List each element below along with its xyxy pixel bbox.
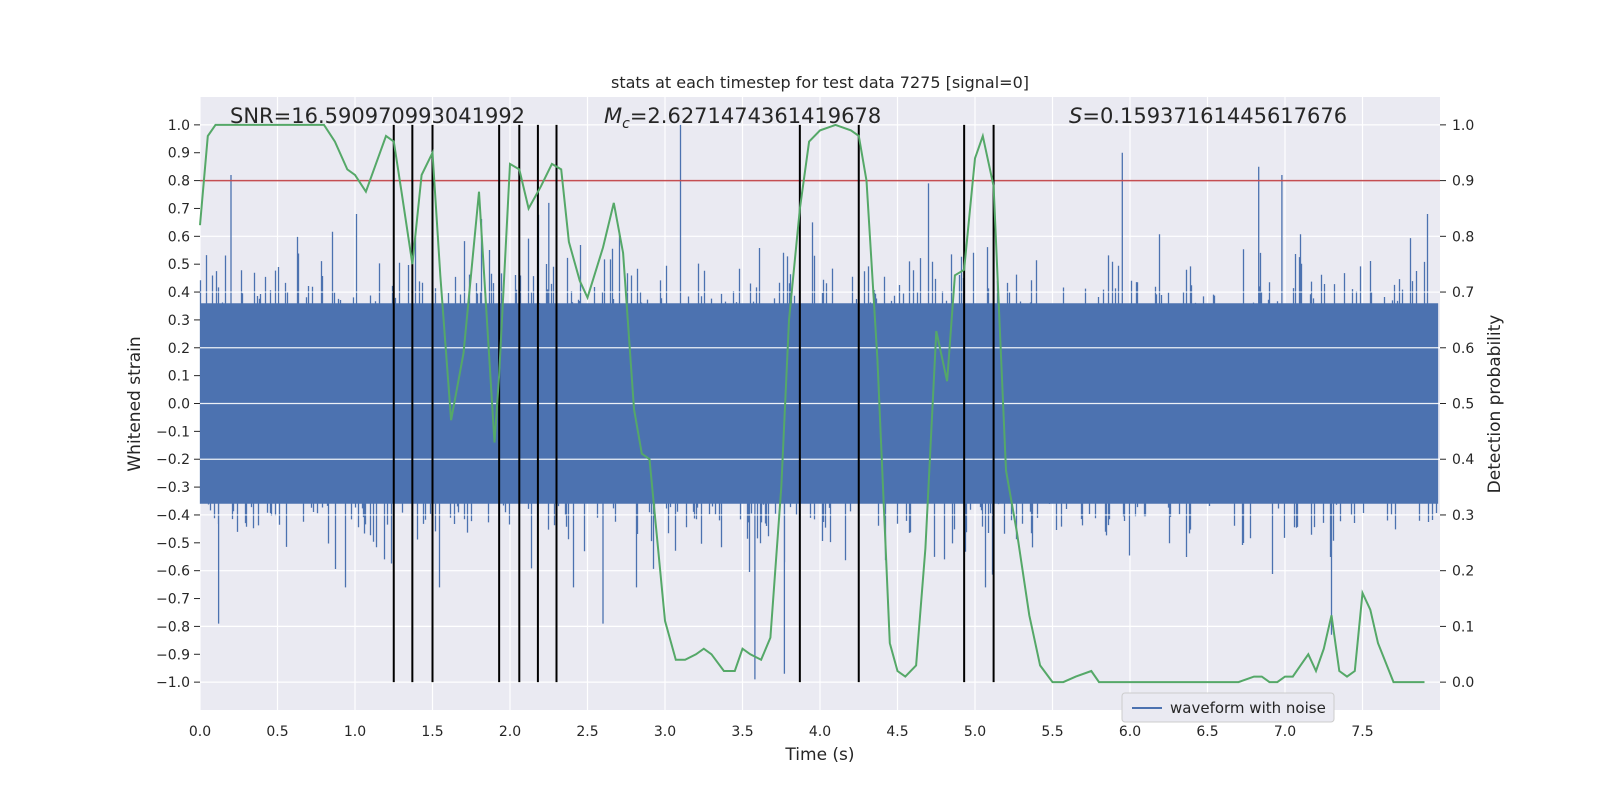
y-tick-label-right: 0.1 <box>1452 619 1474 635</box>
x-tick-label: 0.0 <box>189 724 211 740</box>
y-tick-label-left: 0.5 <box>168 257 190 273</box>
y-tick-label-left: 0.7 <box>168 201 190 217</box>
y-tick-label-right: 0.0 <box>1452 675 1474 691</box>
x-tick-label: 0.5 <box>266 724 288 740</box>
detection-probability-line <box>199 123 1425 684</box>
snr-annotation: SNR=16.590970993041992 <box>230 104 525 128</box>
x-tick-label: 6.5 <box>1196 724 1218 740</box>
y-tick-label-right: 1.0 <box>1452 118 1474 134</box>
x-tick-label: 6.0 <box>1119 724 1141 740</box>
y-tick-label-left: 0.4 <box>168 285 190 301</box>
y-tick-label-left: −0.3 <box>156 480 190 496</box>
s-annotation: S=0.15937161445617676 <box>1069 104 1347 128</box>
y-tick-label-right: 0.6 <box>1452 341 1474 357</box>
x-tick-label: 5.0 <box>964 724 986 740</box>
y-axis-label-left: Whitened strain <box>125 336 145 471</box>
strain-layer <box>199 124 1440 680</box>
x-tick-label: 7.0 <box>1274 724 1296 740</box>
chirp-mass-value: =2.6271474361419678 <box>630 104 881 128</box>
x-tick-label: 5.5 <box>1041 724 1063 740</box>
y-tick-label-left: −0.9 <box>156 647 190 663</box>
y-tick-label-left: 0.6 <box>168 229 190 245</box>
y-tick-label-left: 0.8 <box>168 174 190 190</box>
chirp-mass-annotation: Mc=2.6271474361419678 <box>604 104 881 132</box>
y-tick-label-left: 0.9 <box>168 146 190 162</box>
x-tick-label: 1.5 <box>421 724 443 740</box>
legend-box <box>1121 692 1335 723</box>
y-tick-label-left: −0.2 <box>156 452 190 468</box>
x-tick-label: 3.0 <box>654 724 676 740</box>
x-tick-label: 3.5 <box>731 724 753 740</box>
y-tick-label-left: −0.6 <box>156 564 190 580</box>
x-tick-label: 4.5 <box>886 724 908 740</box>
chirp-mass-subscript: c <box>622 116 630 132</box>
y-tick-label-left: −1.0 <box>156 675 190 691</box>
s-value: =0.15937161445617676 <box>1082 104 1347 128</box>
legend-label: waveform with noise <box>1170 699 1326 717</box>
x-tick-label: 1.0 <box>344 724 366 740</box>
y-tick-label-left: −0.1 <box>156 424 190 440</box>
y-tick-label-right: 0.2 <box>1452 564 1474 580</box>
y-tick-label-left: 0.0 <box>168 397 190 413</box>
x-tick-label: 2.0 <box>499 724 521 740</box>
y-axis-label-right: Detection probability <box>1485 315 1505 494</box>
y-tick-label-right: 0.5 <box>1452 397 1474 413</box>
y-tick-label-right: 0.9 <box>1452 174 1474 190</box>
axis-layer: 0.0 0.5 1.0 1.5 2.0 2.5 3.0 3.5 4.0 4.5 5.0 5.5 6.0 6… <box>156 118 1474 740</box>
y-tick-label-right: 0.7 <box>1452 285 1474 301</box>
s-symbol: S <box>1069 104 1082 128</box>
x-axis-label: Time (s) <box>784 745 854 765</box>
legend: waveform with noise <box>1121 692 1335 723</box>
y-tick-label-left: 0.3 <box>168 313 190 329</box>
chart-title: stats at each timestep for test data 727… <box>611 73 1029 92</box>
y-tick-label-left: −0.8 <box>156 619 190 635</box>
y-tick-label-left: 1.0 <box>168 118 190 134</box>
chirp-mass-symbol: M <box>604 104 622 128</box>
vline-layer <box>392 124 995 683</box>
y-tick-label-right: 0.8 <box>1452 229 1474 245</box>
x-tick-label: 7.5 <box>1351 724 1373 740</box>
y-tick-label-left: −0.4 <box>156 508 190 524</box>
x-tick-label: 4.0 <box>809 724 831 740</box>
y-tick-label-left: 0.1 <box>168 369 190 385</box>
x-tick-label: 2.5 <box>576 724 598 740</box>
y-tick-label-right: 0.4 <box>1452 452 1474 468</box>
y-tick-label-left: −0.7 <box>156 592 190 608</box>
prob-layer <box>199 123 1425 684</box>
y-tick-label-left: −0.5 <box>156 536 190 552</box>
y-tick-label-right: 0.3 <box>1452 508 1474 524</box>
y-tick-label-left: 0.2 <box>168 341 190 357</box>
